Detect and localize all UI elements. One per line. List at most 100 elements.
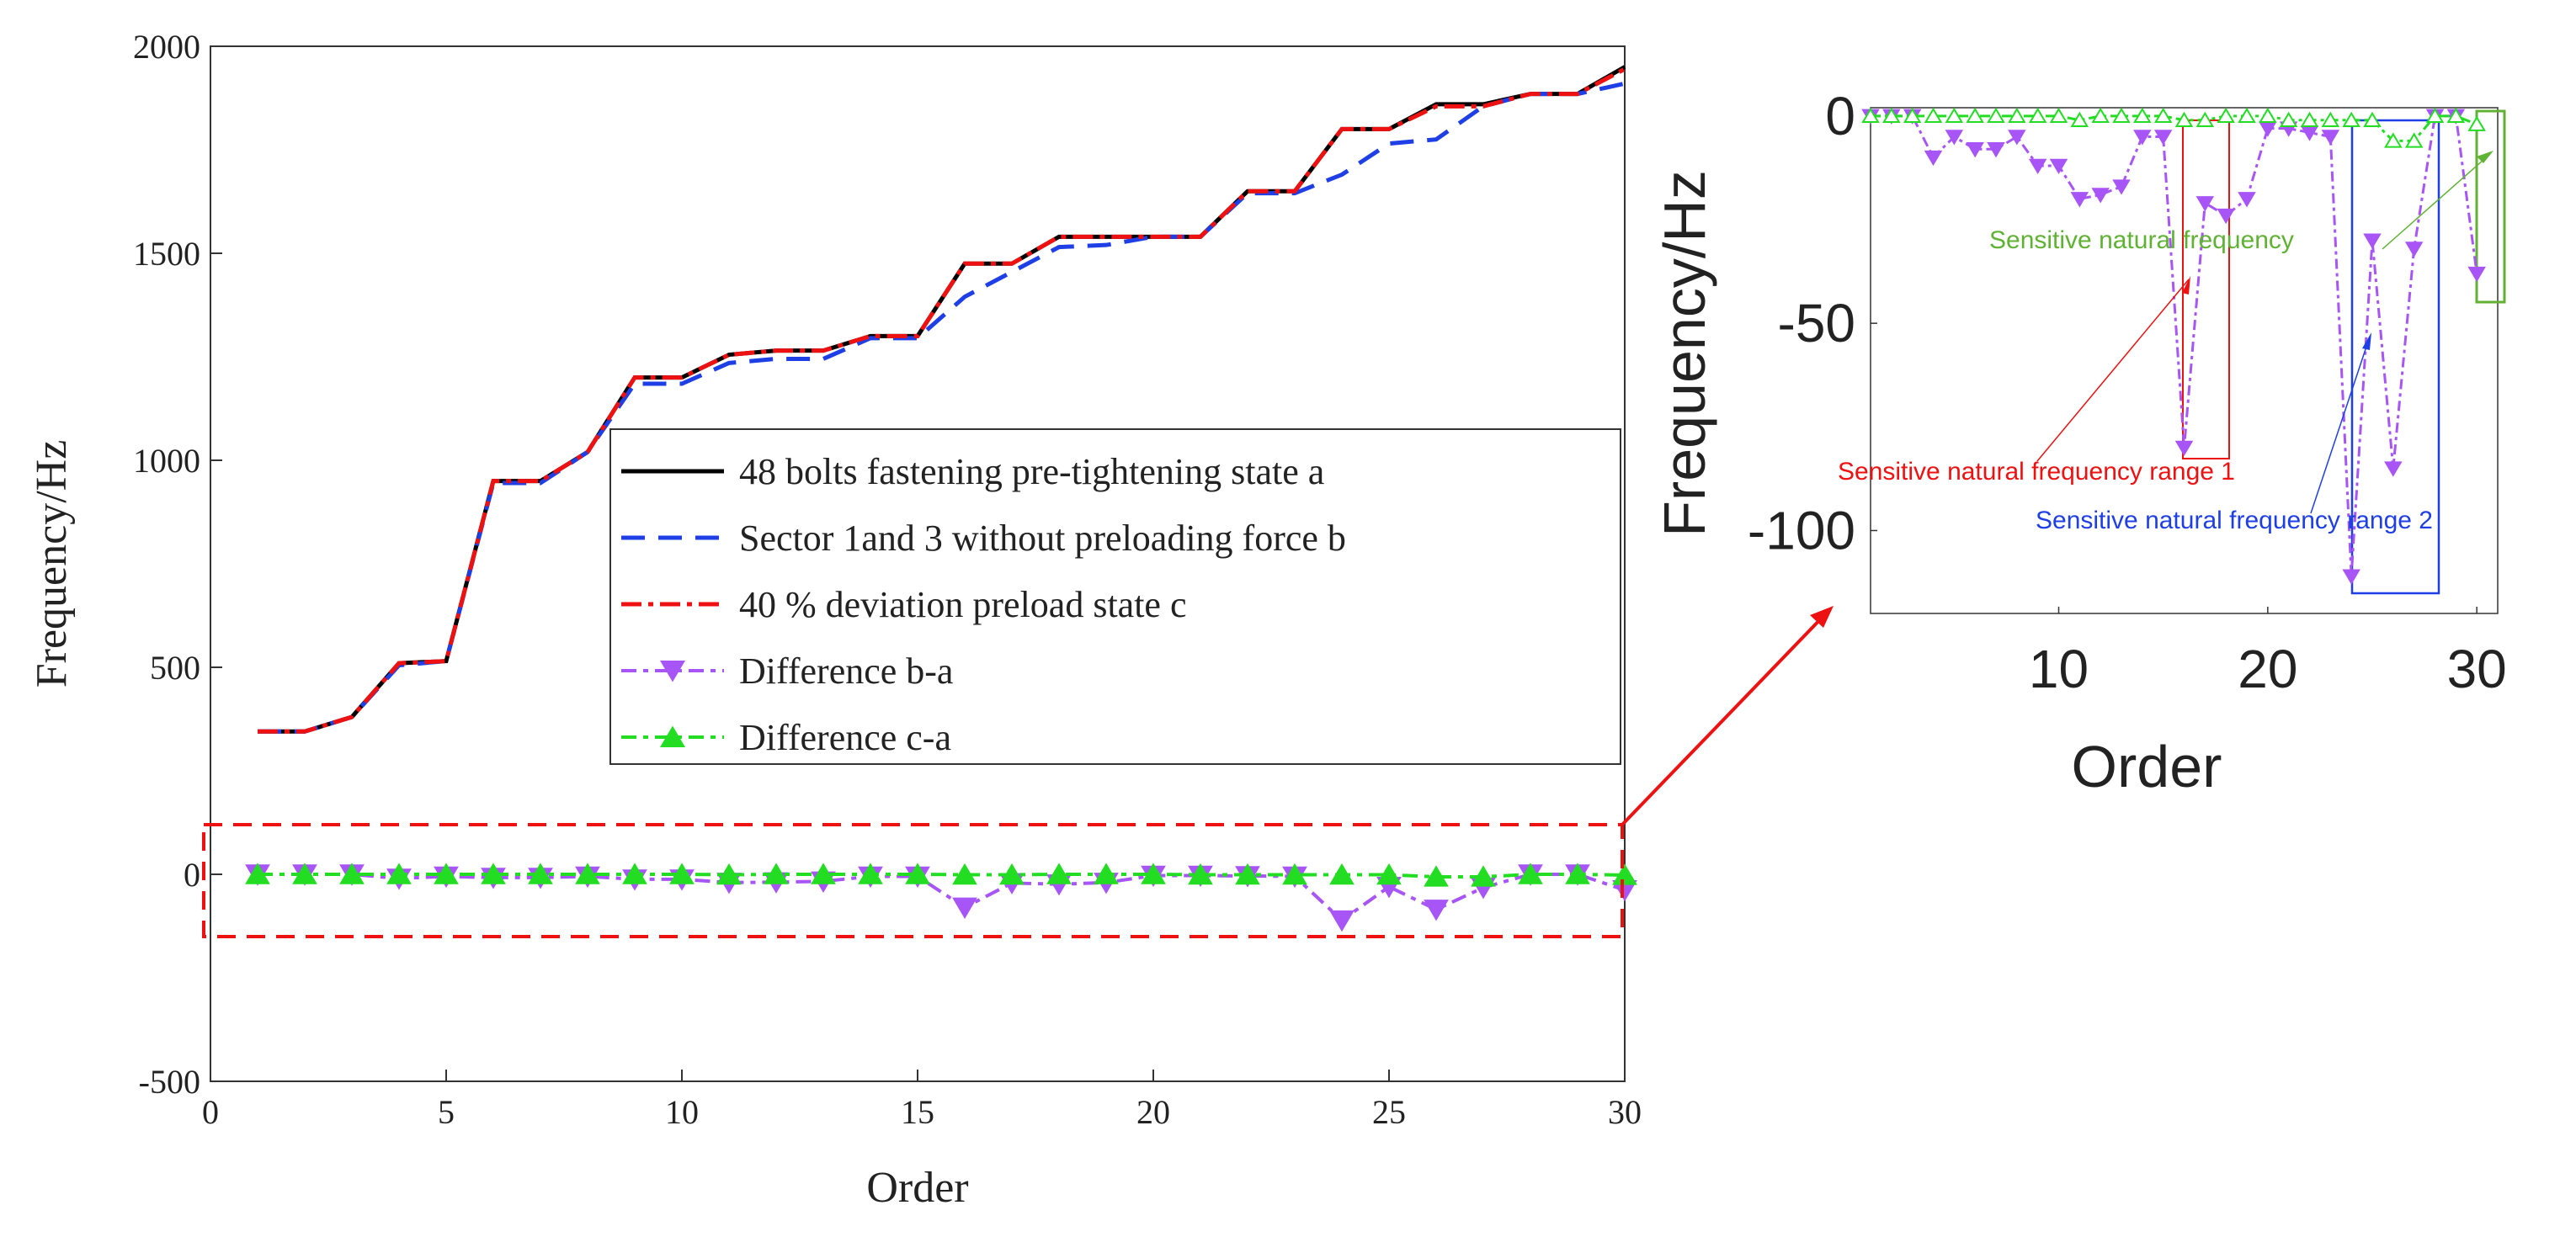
inset-x-tick-label: 10: [2029, 639, 2089, 699]
series-5-point: [1471, 865, 1496, 887]
main-x-axis-label: Order: [866, 1164, 968, 1212]
inset-series-2-point: [2238, 107, 2256, 124]
y-tick-label: -500: [139, 1063, 200, 1101]
series-4-point: [952, 897, 977, 919]
inset-series-1-point: [2028, 158, 2047, 175]
inset-series-1-point: [2238, 192, 2256, 208]
inset-x-axis-label: Order: [2072, 734, 2222, 799]
inset-series-2-point: [2363, 111, 2382, 127]
series-5-point: [1376, 863, 1402, 885]
inset-x-tick-label: 20: [2238, 639, 2297, 699]
inset-series-2-point: [2446, 107, 2466, 124]
inset-series-1-point: [1924, 150, 1943, 167]
sensitive-freq-box: [2475, 109, 2506, 304]
inset-series-1-point: [2195, 196, 2215, 212]
series-5-point: [1235, 863, 1260, 885]
inset-series-2-point: [2195, 111, 2215, 127]
inset-series-2-point: [1924, 107, 1943, 124]
inset-series-1-point: [2070, 192, 2089, 208]
inset-series-1-point: [2467, 266, 2486, 283]
x-tick-label: 30: [1608, 1093, 1642, 1131]
inset-series-1-point: [2342, 569, 2360, 585]
annotation-range-1: Sensitive natural frequency range 1: [1838, 458, 2235, 486]
annotation-arrow-range-2: [2310, 336, 2371, 514]
inset-series-2-point: [2321, 111, 2340, 127]
series-5-point: [1612, 863, 1637, 885]
series-5-point: [1188, 863, 1213, 885]
inset-series-1-point: [2404, 242, 2424, 257]
y-tick-label: 2000: [133, 28, 200, 66]
legend-label-5: Difference c-a: [739, 717, 951, 758]
x-tick-label: 15: [901, 1093, 934, 1131]
legend-label-2: Sector 1and 3 without preloading force b: [739, 518, 1346, 559]
series-5-point: [481, 863, 506, 884]
series-5-point: [528, 863, 553, 884]
inset-series-1-point: [2174, 440, 2194, 457]
inset-y-tick-label: -100: [1748, 500, 1855, 560]
inset-series-2-point: [2008, 107, 2026, 124]
legend-marker-5: [660, 725, 685, 747]
inset-series-2-point: [2153, 107, 2173, 124]
inset-series-1-point: [2091, 188, 2110, 204]
y-tick-label: 0: [184, 856, 200, 894]
inset-series-1-point: [2049, 158, 2068, 175]
inset-series-2-point: [2384, 132, 2403, 148]
annotation-sensitive-frequency: Sensitive natural frequency: [1989, 226, 2294, 254]
inset-series-2-point: [2112, 107, 2131, 124]
legend-label-3: 40 % deviation preload state c: [739, 584, 1186, 625]
series-5-point: [1141, 863, 1166, 884]
inset-y-tick-label: 0: [1825, 86, 1855, 146]
inset-series-2-point: [2467, 115, 2486, 131]
series-line-5: [258, 873, 1626, 879]
series-5-point: [386, 863, 412, 884]
inset-series-2-point: [2425, 107, 2445, 124]
zoom-arrow-head: [1810, 606, 1834, 628]
inset-y-tick-label: -50: [1778, 293, 1856, 353]
series-5-point: [1565, 863, 1590, 884]
series-line-2: [258, 81, 1626, 734]
x-tick-label: 25: [1372, 1093, 1406, 1131]
series-5-point: [999, 863, 1025, 885]
series-5-point: [1282, 863, 1307, 885]
series-5-point: [905, 863, 930, 884]
series-5-point: [716, 863, 742, 885]
inset-series-1-point: [2112, 179, 2131, 195]
inset-axis-ticks: 10 20 30 0 -50 -100: [1748, 86, 2507, 699]
inset-series-2-point: [2091, 107, 2110, 124]
inset-series-2-point: [2070, 111, 2089, 127]
y-tick-label: 1500: [133, 235, 200, 273]
inset-series-2-point: [2028, 107, 2047, 124]
series-5-point: [292, 863, 317, 884]
inset-series-2-point: [1861, 107, 1880, 124]
inset-x-tick-label: 30: [2447, 639, 2507, 699]
inset-series-1-point: [2153, 130, 2173, 146]
inset-series-1-point: [2363, 233, 2382, 249]
legend: 48 bolts fastening pre-tightening state …: [609, 428, 1621, 765]
series-5-point: [952, 863, 977, 885]
y-tick-label: 500: [150, 649, 200, 687]
series-5-point: [245, 863, 270, 884]
x-tick-label: 20: [1136, 1093, 1170, 1131]
inset-series-1-point: [2008, 130, 2026, 146]
range-2-box: [2350, 119, 2440, 595]
annotation-arrow-sensitive: [2382, 153, 2491, 250]
inset-series-2-point: [2300, 111, 2319, 127]
series-5-point: [434, 863, 459, 884]
inset-plot-frame: [1870, 107, 2499, 614]
main-y-axis-label: Frequency/Hz: [28, 440, 76, 688]
series-5-point: [339, 863, 365, 884]
series-5-point: [1329, 863, 1355, 885]
y-tick-label: 1000: [133, 442, 200, 480]
annotation-arrow-head-range-1: [2182, 276, 2190, 295]
inset-y-axis-label: Frequency/Hz: [1652, 170, 1717, 537]
series-5-point: [1094, 863, 1119, 884]
series-5-point: [811, 863, 836, 884]
annotation-range-2: Sensitive natural frequency range 2: [2036, 507, 2433, 534]
inset-series-2-point: [1882, 107, 1901, 124]
series-4-point: [1329, 910, 1355, 932]
inset-series-1-point: [2133, 130, 2152, 146]
inset-series-2-point: [2404, 132, 2424, 148]
inset-series-1-point: [2384, 461, 2403, 477]
series-5-point: [622, 863, 647, 884]
